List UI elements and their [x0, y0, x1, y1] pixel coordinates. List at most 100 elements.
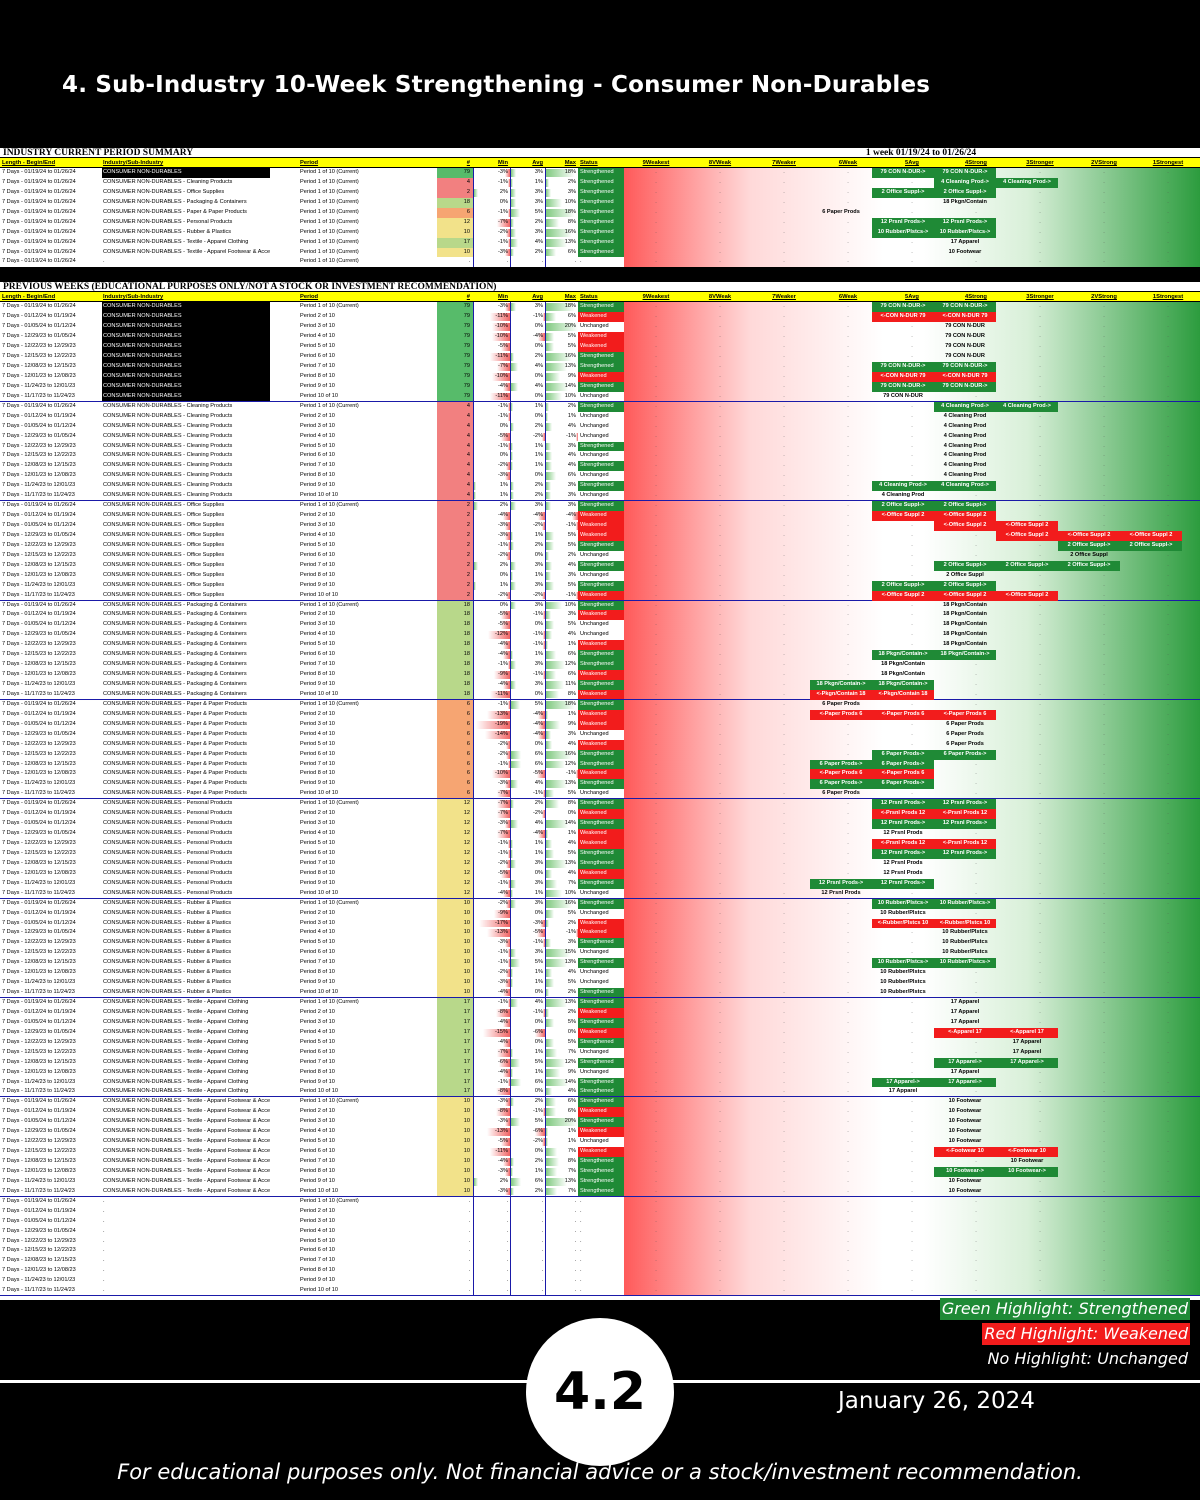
status-cell: Unchanged [580, 412, 609, 419]
value-heat-bar [546, 1138, 548, 1147]
grid-dot: . [655, 790, 657, 797]
industry-cell: CONSUMER NON-DURABLES - Packaging & Cont… [103, 651, 247, 658]
grid-dot: . [1103, 1128, 1105, 1135]
grid-dot: . [1167, 820, 1169, 827]
grid-dot: . [911, 333, 913, 340]
grid-dot: . [1103, 353, 1105, 360]
table-row: 7 Days - 01/05/24 to 01/12/24 CONSUMER NO… [0, 620, 1200, 631]
grid-dot: . [783, 780, 785, 787]
grid-dot: . [847, 169, 849, 175]
grid-dot: . [1167, 909, 1169, 916]
min-cell-value: -11% [495, 1148, 508, 1155]
grid-dot: . [719, 258, 721, 265]
min-cell-value: . [506, 1257, 508, 1264]
grid-dot: . [719, 472, 721, 479]
min-cell-value: 2% [499, 1177, 508, 1184]
status-cell: Strengthened [578, 1057, 624, 1068]
grid-dot: . [1103, 1138, 1105, 1145]
strength-grid: ......... 10 Rubber/Plstcs [624, 968, 1200, 979]
grid-dot: . [1039, 1088, 1041, 1095]
count-cell: . [468, 1217, 470, 1224]
grid-dot: . [783, 959, 785, 966]
avg-cell: 5% [511, 1117, 546, 1128]
industry-cell: CONSUMER NON-DURABLES - Personal Product… [103, 889, 233, 896]
grid-dot: . [655, 899, 657, 906]
grid-dot: . [1103, 840, 1105, 846]
strength-chip: 17 Apparel [950, 999, 980, 1005]
strength-grid: ......... [624, 1286, 1200, 1296]
period-cell: Period 2 of 10 [300, 710, 335, 717]
grid-dot: . [847, 631, 849, 638]
avg-cell-value: . [541, 1227, 543, 1234]
min-cell-value: 0% [499, 571, 508, 578]
grid-dot: . [911, 1167, 913, 1174]
length-cell: 7 Days - 11/24/23 to 12/01/23 [2, 382, 76, 389]
avg-cell: -4% [511, 709, 546, 720]
min-cell-value: -3% [498, 531, 508, 538]
avg-cell: -1% [511, 789, 546, 799]
grid-dot: . [719, 1277, 721, 1284]
industry-cell: CONSUMER NON-DURABLES - Personal Product… [103, 218, 233, 225]
grid-dot: . [1103, 730, 1105, 737]
count-cell: 10 [437, 908, 473, 919]
value-heat-bar [546, 790, 554, 798]
grid-dot: . [719, 169, 721, 175]
grid-dot: . [911, 1048, 913, 1055]
length-cell: 7 Days - 01/12/24 to 01/19/24 [2, 611, 76, 618]
value-heat-bar [511, 178, 513, 187]
grid-dot: . [1167, 621, 1169, 628]
strength-grid: ......... 18 Pkgn/Contain [624, 600, 1200, 611]
length-cell: 7 Days - 01/05/24 to 01/12/24 [2, 919, 76, 926]
strength-grid: .........17 Apparel->17 Apparel-> [624, 1077, 1200, 1088]
table-row: 7 Days - 12/01/23 to 12/08/23 CONSUMER NO… [0, 868, 1200, 879]
industry-cell: CONSUMER NON-DURABLES - Office Supplies [103, 502, 225, 509]
value-heat-bar [506, 899, 510, 908]
avg-cell-value: 0% [534, 372, 543, 379]
min-cell-value: -7% [498, 218, 508, 225]
grid-dot: . [783, 1227, 785, 1234]
grid-dot: . [1039, 1207, 1041, 1214]
period-cell: Period 1 of 10 (Current) [300, 258, 359, 265]
count-cell: 4 [437, 471, 473, 482]
grid-dot: . [655, 313, 657, 320]
grid-dot: . [719, 432, 721, 439]
period-cell: Period 2 of 10 [300, 909, 335, 916]
max-cell-value: 16% [564, 228, 576, 235]
strength-grid: .........4 Cleaning Prod [624, 411, 1200, 422]
max-cell: 3% [546, 442, 578, 452]
industry-cell: CONSUMER NON-DURABLES - Textile - Appare… [103, 248, 271, 255]
max-cell: 13% [546, 1177, 578, 1187]
period-cell: Period 4 of 10 [300, 333, 335, 340]
grid-dot: . [655, 1267, 657, 1274]
grid-dot: . [847, 969, 849, 976]
period-cell: Period 6 of 10 [300, 651, 335, 658]
period-cell: Period 4 of 10 [300, 1028, 335, 1035]
grid-dot: . [911, 571, 913, 578]
count-cell: 17 [437, 1087, 473, 1097]
grid-dot: . [975, 258, 977, 265]
period-cell: Period 3 of 10 [300, 1118, 335, 1125]
min-cell: . [473, 1206, 511, 1217]
value-heat-bar [543, 313, 545, 322]
grid-dots: ......... [624, 829, 1200, 839]
grid-dot: . [655, 169, 657, 175]
period-cell: Period 7 of 10 [300, 859, 335, 866]
period-cell: Period 4 of 10 [300, 432, 335, 439]
period-cell: Period 1 of 10 (Current) [300, 228, 359, 235]
status-cell: Strengthened [578, 247, 624, 258]
grid-dot: . [655, 969, 657, 976]
avg-cell: 2% [511, 540, 546, 551]
strength-chip: 17 Apparel [950, 1018, 980, 1025]
status-cell: Strengthened [578, 1166, 624, 1177]
value-heat-bar [541, 591, 545, 599]
max-cell: -1% [546, 928, 578, 938]
table-row: 7 Days - 11/24/23 to 12/01/23 CONSUMER NO… [0, 779, 1200, 790]
grid-dots: ......... [624, 720, 1200, 730]
grid-dot: . [975, 551, 977, 558]
max-cell: 5% [546, 1018, 578, 1028]
header-strength-level: 4Strong [965, 294, 987, 301]
grid-dot: . [1039, 740, 1041, 747]
value-heat-bar [546, 422, 553, 431]
grid-dot: . [1039, 571, 1041, 578]
avg-cell: . [511, 1286, 546, 1296]
